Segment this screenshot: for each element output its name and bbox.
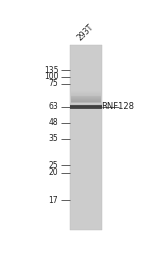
Bar xyxy=(71,96,101,98)
Text: 293T: 293T xyxy=(76,22,96,42)
Text: RNF128: RNF128 xyxy=(101,103,134,112)
Bar xyxy=(71,93,101,94)
Text: 75: 75 xyxy=(49,79,58,88)
Bar xyxy=(71,97,101,99)
Bar xyxy=(71,100,101,102)
Text: 25: 25 xyxy=(49,160,58,169)
Bar xyxy=(71,94,101,95)
Text: 35: 35 xyxy=(49,134,58,143)
Bar xyxy=(71,98,101,100)
Bar xyxy=(71,91,101,92)
Bar xyxy=(70,105,102,109)
Text: 100: 100 xyxy=(44,72,58,81)
Text: 63: 63 xyxy=(49,103,58,112)
Text: 48: 48 xyxy=(49,118,58,127)
Text: 20: 20 xyxy=(49,168,58,177)
Bar xyxy=(70,45,102,230)
Bar xyxy=(71,99,101,101)
Bar xyxy=(71,92,101,93)
Bar xyxy=(71,89,101,91)
Bar xyxy=(71,95,101,97)
Text: 17: 17 xyxy=(49,196,58,205)
Bar xyxy=(71,101,101,103)
Text: 135: 135 xyxy=(44,66,58,75)
